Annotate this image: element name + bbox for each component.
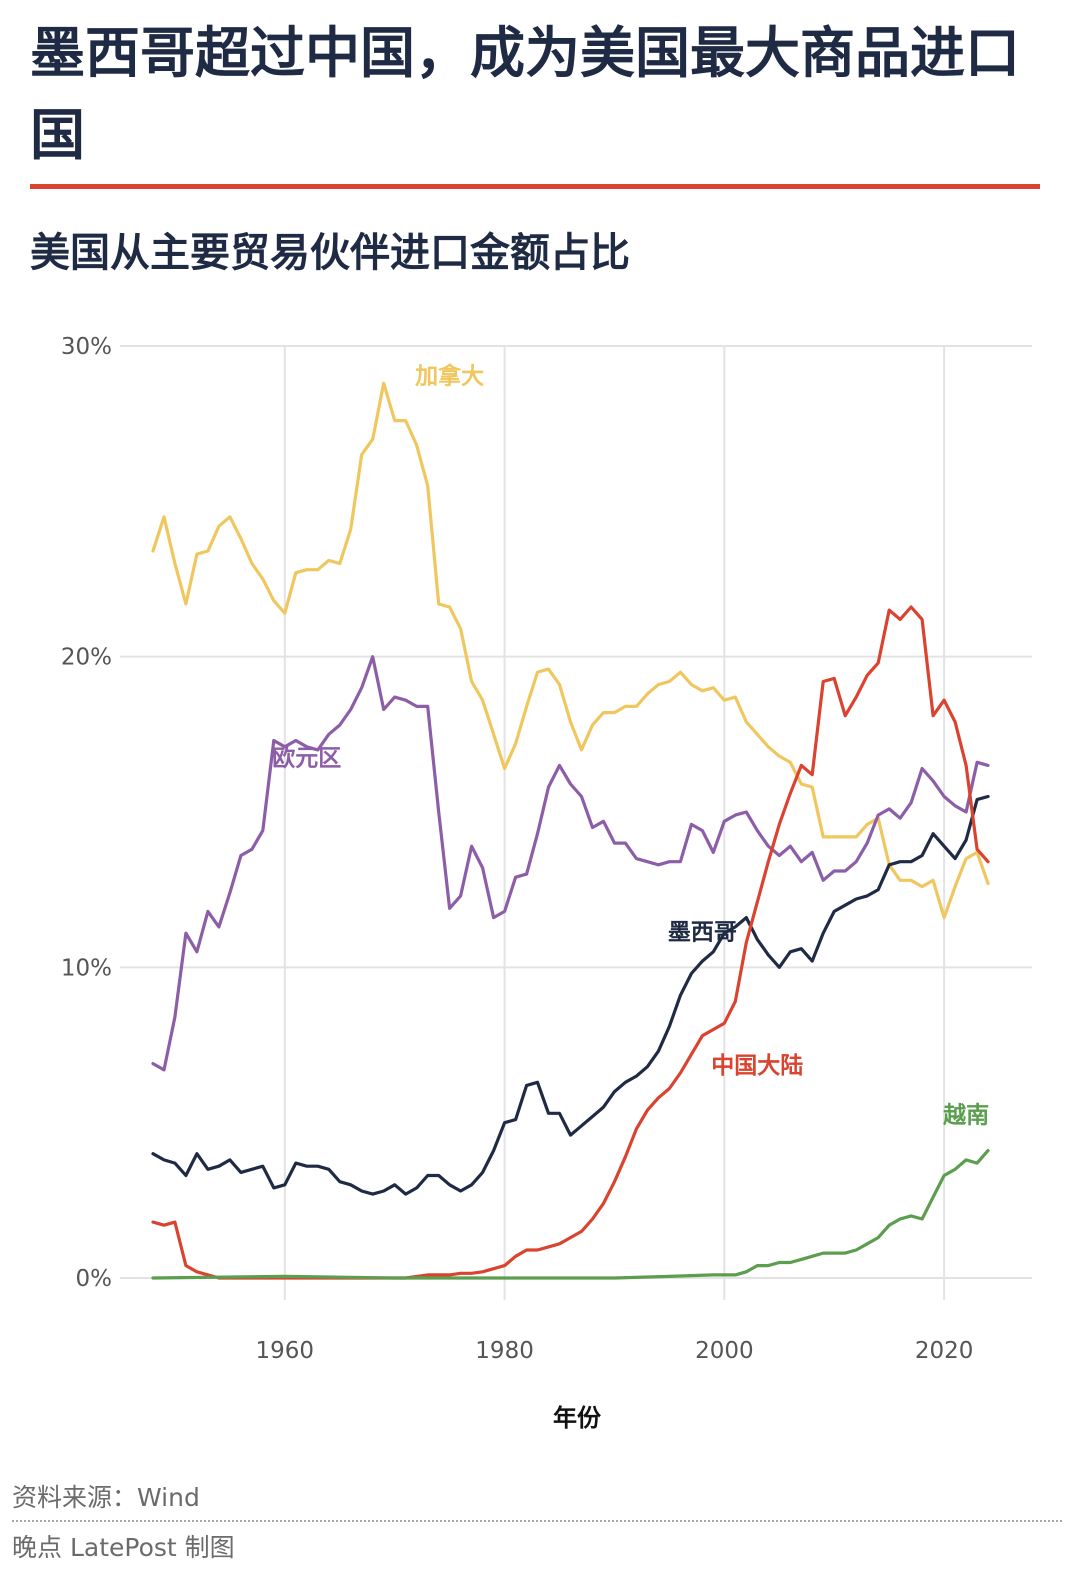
x-axis-title: 年份	[553, 1404, 602, 1432]
x-tick-label: 2020	[915, 1338, 974, 1364]
chart-subtitle: 美国从主要贸易伙伴进口金额占比	[30, 230, 630, 276]
x-tick-label: 2000	[695, 1338, 754, 1364]
source-note: 资料来源：Wind	[12, 1483, 200, 1512]
series-line	[151, 381, 990, 920]
credit-note: 晚点 LatePost 制图	[12, 1533, 235, 1562]
y-tick-labels: 0% 10% 20% 30%	[61, 334, 112, 1292]
series-label: 加拿大	[414, 362, 484, 389]
series-label: 中国大陆	[711, 1053, 803, 1079]
series-line	[151, 1149, 990, 1280]
page-title: 墨西哥超过中国，成为美国最大商品进口国	[30, 21, 1021, 167]
x-tick-label: 1960	[256, 1338, 315, 1364]
series-lines	[151, 381, 990, 1280]
y-tick-label: 30%	[61, 334, 112, 360]
series-line	[151, 605, 990, 1280]
x-tick-label: 1980	[475, 1338, 534, 1364]
y-tick-label: 10%	[61, 955, 112, 981]
title-accent-rule	[30, 184, 1040, 189]
y-tick-label: 0%	[76, 1266, 113, 1292]
y-tick-label: 20%	[61, 645, 112, 671]
line-chart: 0% 10% 20% 30% 1960 1980 2000 2020 加拿大欧元区墨西哥中国…	[61, 334, 1032, 1432]
series-label: 越南	[943, 1103, 989, 1129]
series-label: 墨西哥	[668, 919, 737, 945]
x-tick-labels: 1960 1980 2000 2020	[256, 1338, 974, 1364]
series-line	[151, 655, 990, 1072]
footer-divider	[12, 1520, 1062, 1522]
series-label: 欧元区	[272, 745, 341, 771]
series-line	[151, 794, 990, 1196]
x-grid	[283, 346, 946, 1300]
